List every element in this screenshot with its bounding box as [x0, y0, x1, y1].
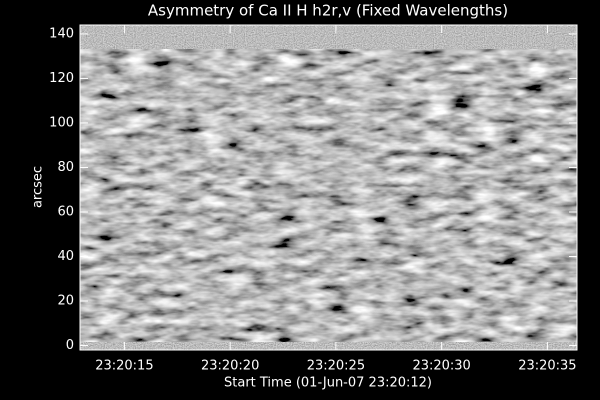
x-tick-label: 23:20:15: [95, 359, 153, 374]
x-tick-label: 23:20:30: [412, 359, 470, 374]
y-tick-label: 20: [57, 294, 74, 309]
x-axis-label: Start Time (01-Jun-07 23:20:12): [224, 376, 432, 391]
y-tick-label: 60: [57, 204, 74, 219]
y-axis-label: arcsec: [31, 166, 46, 208]
y-tick-label: 80: [57, 160, 74, 175]
y-tick-label: 40: [57, 249, 74, 264]
y-tick-label: 100: [49, 115, 74, 130]
x-tick-label: 23:20:35: [518, 359, 576, 374]
chart-title: Asymmetry of Ca II H h2r,v (Fixed Wavele…: [148, 2, 508, 20]
plot-frame: [79, 24, 578, 351]
y-tick-label: 0: [66, 338, 74, 353]
y-tick-label: 120: [49, 71, 74, 86]
image-texture: [80, 25, 577, 350]
x-tick-label: 23:20:25: [307, 359, 365, 374]
y-tick-label: 140: [49, 26, 74, 41]
x-tick-label: 23:20:20: [201, 359, 259, 374]
image-noise-band: [80, 342, 577, 350]
image-noise-band: [80, 25, 577, 49]
